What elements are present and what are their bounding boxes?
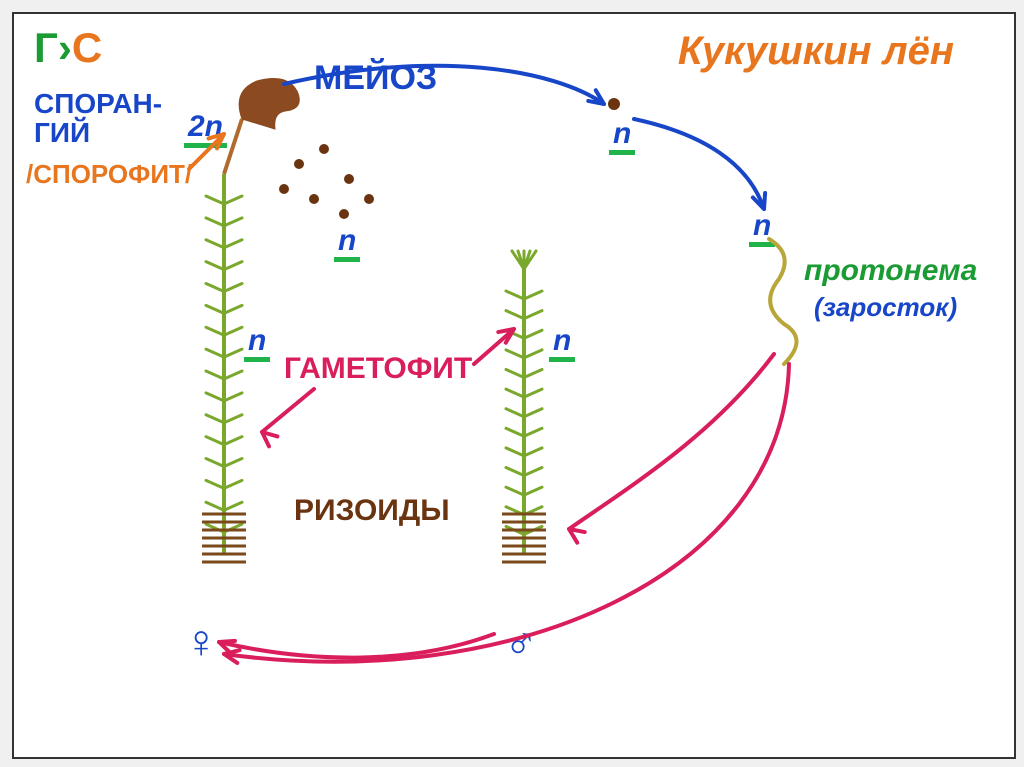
ploidy-n-spores: n: [334, 224, 360, 262]
label-zarostok: (заросток): [814, 292, 957, 323]
logo-c: С: [72, 24, 102, 71]
sporangium-l1: СПОРАН-: [34, 88, 162, 119]
diagram-frame: Г›С Кукушкин лён МЕЙОЗ СПОРАН- ГИЙ /СПОР…: [12, 12, 1016, 759]
ploidy-n-gam-left: n: [244, 324, 270, 362]
female-symbol: ♀: [184, 614, 219, 668]
label-meiosis: МЕЙОЗ: [314, 59, 437, 98]
ploidy-2n-sporangium: 2n: [184, 110, 227, 148]
logo: Г›С: [34, 24, 102, 72]
sporangium-l2: ГИЙ: [34, 117, 90, 148]
title: Кукушкин лён: [678, 29, 954, 74]
label-sporangium: СПОРАН- ГИЙ: [34, 89, 162, 148]
label-protonema: протонема: [804, 254, 977, 288]
ploidy-n-gam-right: n: [549, 324, 575, 362]
ploidy-n-protonema: n: [749, 209, 775, 247]
logo-arrow: ›: [58, 24, 72, 71]
label-sporophyte: /СПОРОФИТ/: [26, 159, 192, 190]
ploidy-n-spore-right: n: [609, 117, 635, 155]
logo-g: Г: [34, 24, 58, 71]
male-symbol: ♂: [504, 614, 539, 668]
label-gametophyte: ГАМЕТОФИТ: [284, 352, 472, 386]
label-rhizoids: РИЗОИДЫ: [294, 494, 450, 528]
